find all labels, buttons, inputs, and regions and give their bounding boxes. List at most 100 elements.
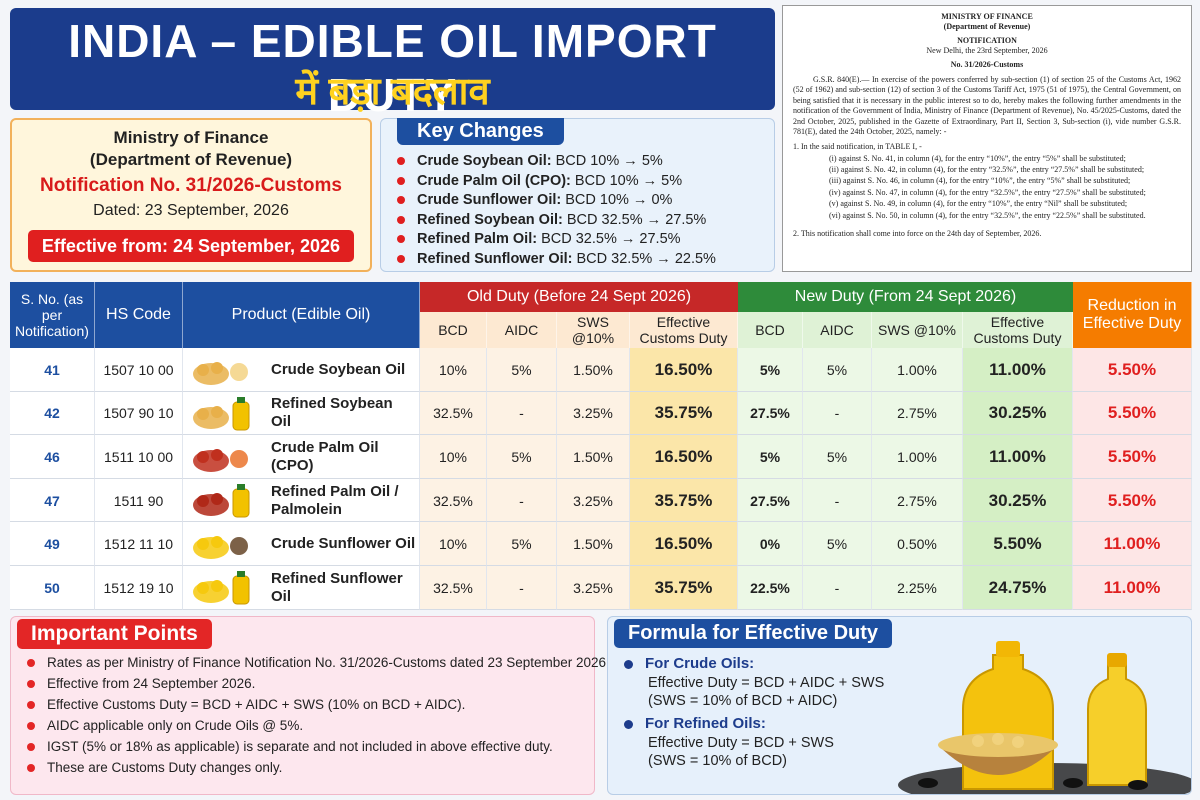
cell-text: 11.00% [989,446,1046,466]
key-change-name: Crude Sunflower Oil: [417,192,562,208]
cell-text: 1512 11 10 [103,536,174,553]
table-cell: 5.50% [1073,348,1192,392]
table-cell: 16.50% [630,348,738,392]
cell-text: 2.75% [897,405,937,422]
table-cell: 50 [10,566,95,610]
table-cell: 5.50% [1073,391,1192,436]
column-header: AIDC [487,312,557,348]
table-cell: 11.00% [963,435,1073,479]
table-cell: 11.00% [1073,566,1192,610]
point-item: Effective from 24 September 2026. [27,676,587,691]
point-item: These are Customs Duty changes only. [27,760,587,775]
table-cell: 11.00% [1073,522,1192,566]
column-header: Effective Customs Duty [630,312,738,348]
product-name: Crude Sunflower Oil [271,535,416,553]
point-item: AIDC applicable only on Crude Oils @ 5%. [27,718,587,733]
table-cell: 30.25% [963,478,1073,523]
bullet [397,157,405,166]
key-change-detail: BCD 32.5% → 27.5% [541,231,681,247]
gazette-item: (iii) against S. No. 46, in column (4), … [829,176,1131,186]
cell-text: 35.75% [654,577,713,597]
cell-text: 3.25% [573,579,613,596]
key-changes-title: Key Changes [397,118,564,145]
formula-expression: Effective Duty = BCD + AIDC + SWS [648,675,885,691]
table-cell: 27.5% [738,478,803,523]
cell-text: 5.50% [1107,490,1157,510]
product-icon [193,362,248,385]
key-change-item: Crude Soybean Oil: BCD 10% → 5% [397,153,772,169]
table-cell: 1507 90 10 [95,391,183,436]
cell-text: 5% [511,536,532,553]
formula-note: (SWS = 10% of BCD + AIDC) [648,693,838,709]
cell-text: 5.50% [993,534,1042,554]
cell-text: 32.5% [433,405,473,422]
formula-box: Formula for Effective Duty For Crude Oils… [607,616,1192,795]
table-cell: 2.75% [872,391,963,436]
key-change-name: Refined Soybean Oil: [417,211,563,228]
gazette-department: (Department of Revenue) [943,22,1031,32]
cell-text: 42 [44,405,60,422]
table-cell: 5.50% [1073,435,1192,479]
bullet [27,680,35,689]
table-cell: Refined Palm Oil / Palmolein [183,478,420,523]
column-header: SWS @10% [557,312,630,348]
oil-illustration [898,641,1191,794]
cell-text: 49 [44,536,60,553]
gazette-item: (i) against S. No. 41, in column (4), fo… [829,153,1126,163]
product-icon [193,396,250,431]
point-item: Rates as per Ministry of Finance Notific… [27,655,610,670]
cell-text: 5% [759,448,781,465]
formula-label-text: For Refined Oils: [645,715,766,732]
table-cell: Refined Sunflower Oil [183,566,420,610]
table-cell: 5% [738,435,803,479]
column-header: BCD [420,312,487,348]
table-cell: 5% [487,435,557,479]
table-cell: 1.50% [557,522,630,566]
cell-text: 22.5% [750,579,790,596]
table-cell: 5% [803,435,872,479]
table-cell: Crude Sunflower Oil [183,522,420,566]
table-cell: Crude Palm Oil (CPO) [183,435,420,479]
cell-text: 5% [511,361,532,378]
cell-text: 32.5% [433,579,473,596]
gazette-closing: 2. This notification shall come into for… [793,229,1042,239]
cell-text: 3.25% [573,492,613,509]
key-change-name: Crude Palm Oil (CPO): [417,172,571,189]
cell-text: 1.50% [573,448,613,465]
table-cell: 1507 10 00 [95,348,183,392]
table-cell: 32.5% [420,566,487,610]
table-cell: Refined Soybean Oil [183,391,420,436]
cell-text: 5.50% [1107,359,1157,379]
gazette-number: No. 31/2026-Customs [950,59,1024,69]
notice-box: Ministry of Finance (Department of Revenu… [10,118,372,272]
cell-text: 11.00% [989,359,1046,379]
important-points-title: Important Points [17,619,212,649]
cell-text: 1511 10 00 [103,448,174,465]
bullet [27,701,35,710]
table-cell: 46 [10,435,95,479]
column-header: BCD [738,312,803,348]
table-cell: 24.75% [963,566,1073,610]
cell-text: 30.25% [988,403,1047,423]
gazette-place-date: New Delhi, the 23rd September, 2026 [926,46,1048,56]
cell-text: 1507 90 10 [103,405,174,422]
cell-text: 35.75% [654,490,713,510]
product-name: Refined Sunflower Oil [271,569,403,605]
bullet [624,719,633,729]
column-header: SWS @10% [872,312,963,348]
group-header: Old Duty (Before 24 Sept 2026) [420,282,738,312]
table-cell: 3.25% [557,478,630,523]
product-icon [193,571,250,605]
table-cell: 5.50% [1073,478,1192,523]
column-header: Reduction in Effective Duty [1073,282,1192,348]
subtitle: में बड़ा बदलाव [295,71,490,113]
table-cell: 16.50% [630,435,738,479]
table-cell: 16.50% [630,522,738,566]
gazette-item: (vi) against S. No. 50, in column (4), f… [829,210,1146,220]
cell-text: 35.75% [654,403,713,423]
formula-expression: Effective Duty = BCD + SWS [648,735,834,751]
cell-text: 1.50% [573,536,613,553]
cell-text: 5% [826,536,848,553]
key-change-item: Refined Palm Oil: BCD 32.5% → 27.5% [397,231,772,247]
formula-label: For Crude Oils: [624,655,754,672]
